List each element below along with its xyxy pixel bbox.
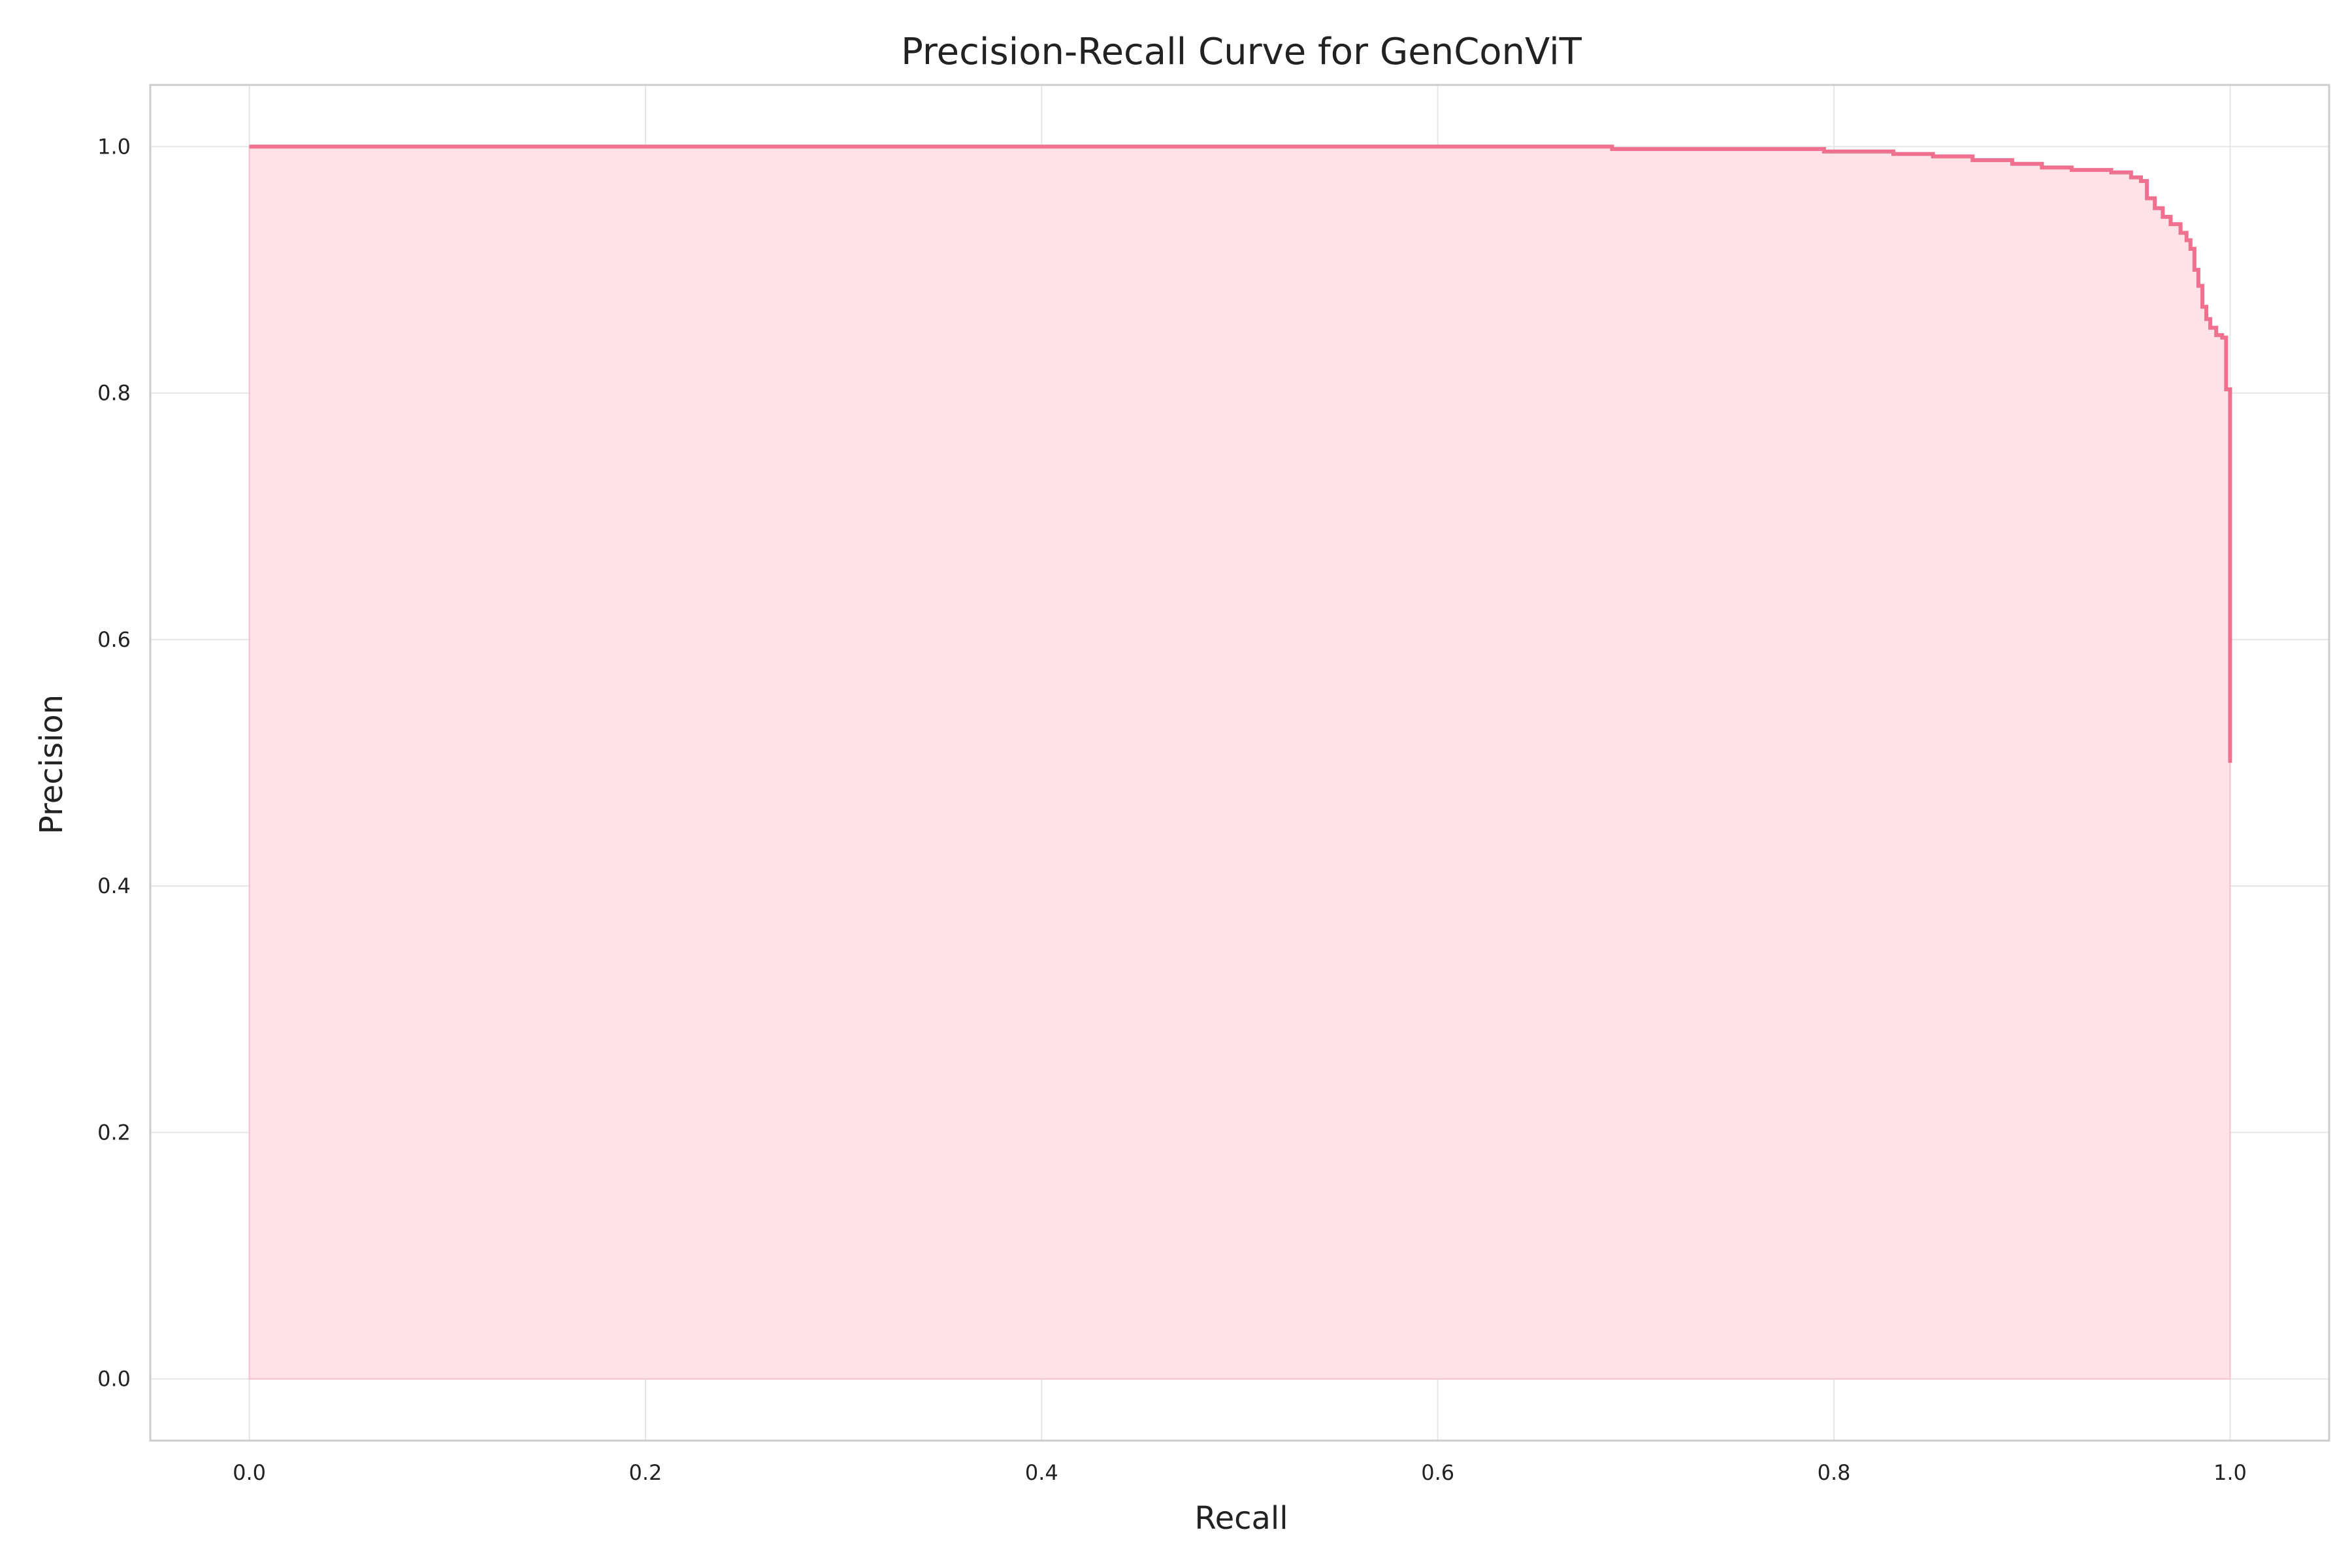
x-tick-label: 0.4 bbox=[1025, 1460, 1058, 1485]
x-tick-label: 0.2 bbox=[629, 1460, 662, 1485]
y-tick-label: 0.0 bbox=[97, 1367, 131, 1392]
chart-title: Precision-Recall Curve for GenConViT bbox=[901, 31, 1582, 73]
x-axis-label: Recall bbox=[1194, 1500, 1288, 1537]
x-tick-label: 0.0 bbox=[233, 1460, 266, 1485]
x-tick-labels: 0.0 0.2 0.4 0.6 0.8 1.0 bbox=[233, 1460, 2247, 1485]
x-tick-label: 1.0 bbox=[2213, 1460, 2247, 1485]
y-tick-label: 0.4 bbox=[97, 874, 131, 898]
x-tick-label: 0.8 bbox=[1818, 1460, 1851, 1485]
y-tick-label: 1.0 bbox=[97, 134, 131, 159]
curve-fill-area bbox=[248, 146, 2231, 1380]
y-tick-label: 0.8 bbox=[97, 381, 131, 406]
x-tick-label: 0.6 bbox=[1421, 1460, 1454, 1485]
y-tick-label: 0.6 bbox=[97, 627, 131, 652]
y-axis-label: Precision bbox=[33, 694, 70, 834]
y-tick-label: 0.2 bbox=[97, 1120, 131, 1145]
y-tick-labels: 0.0 0.2 0.4 0.6 0.8 1.0 bbox=[97, 134, 131, 1391]
precision-recall-curve bbox=[249, 144, 2232, 763]
plot-frame bbox=[149, 84, 2330, 1442]
